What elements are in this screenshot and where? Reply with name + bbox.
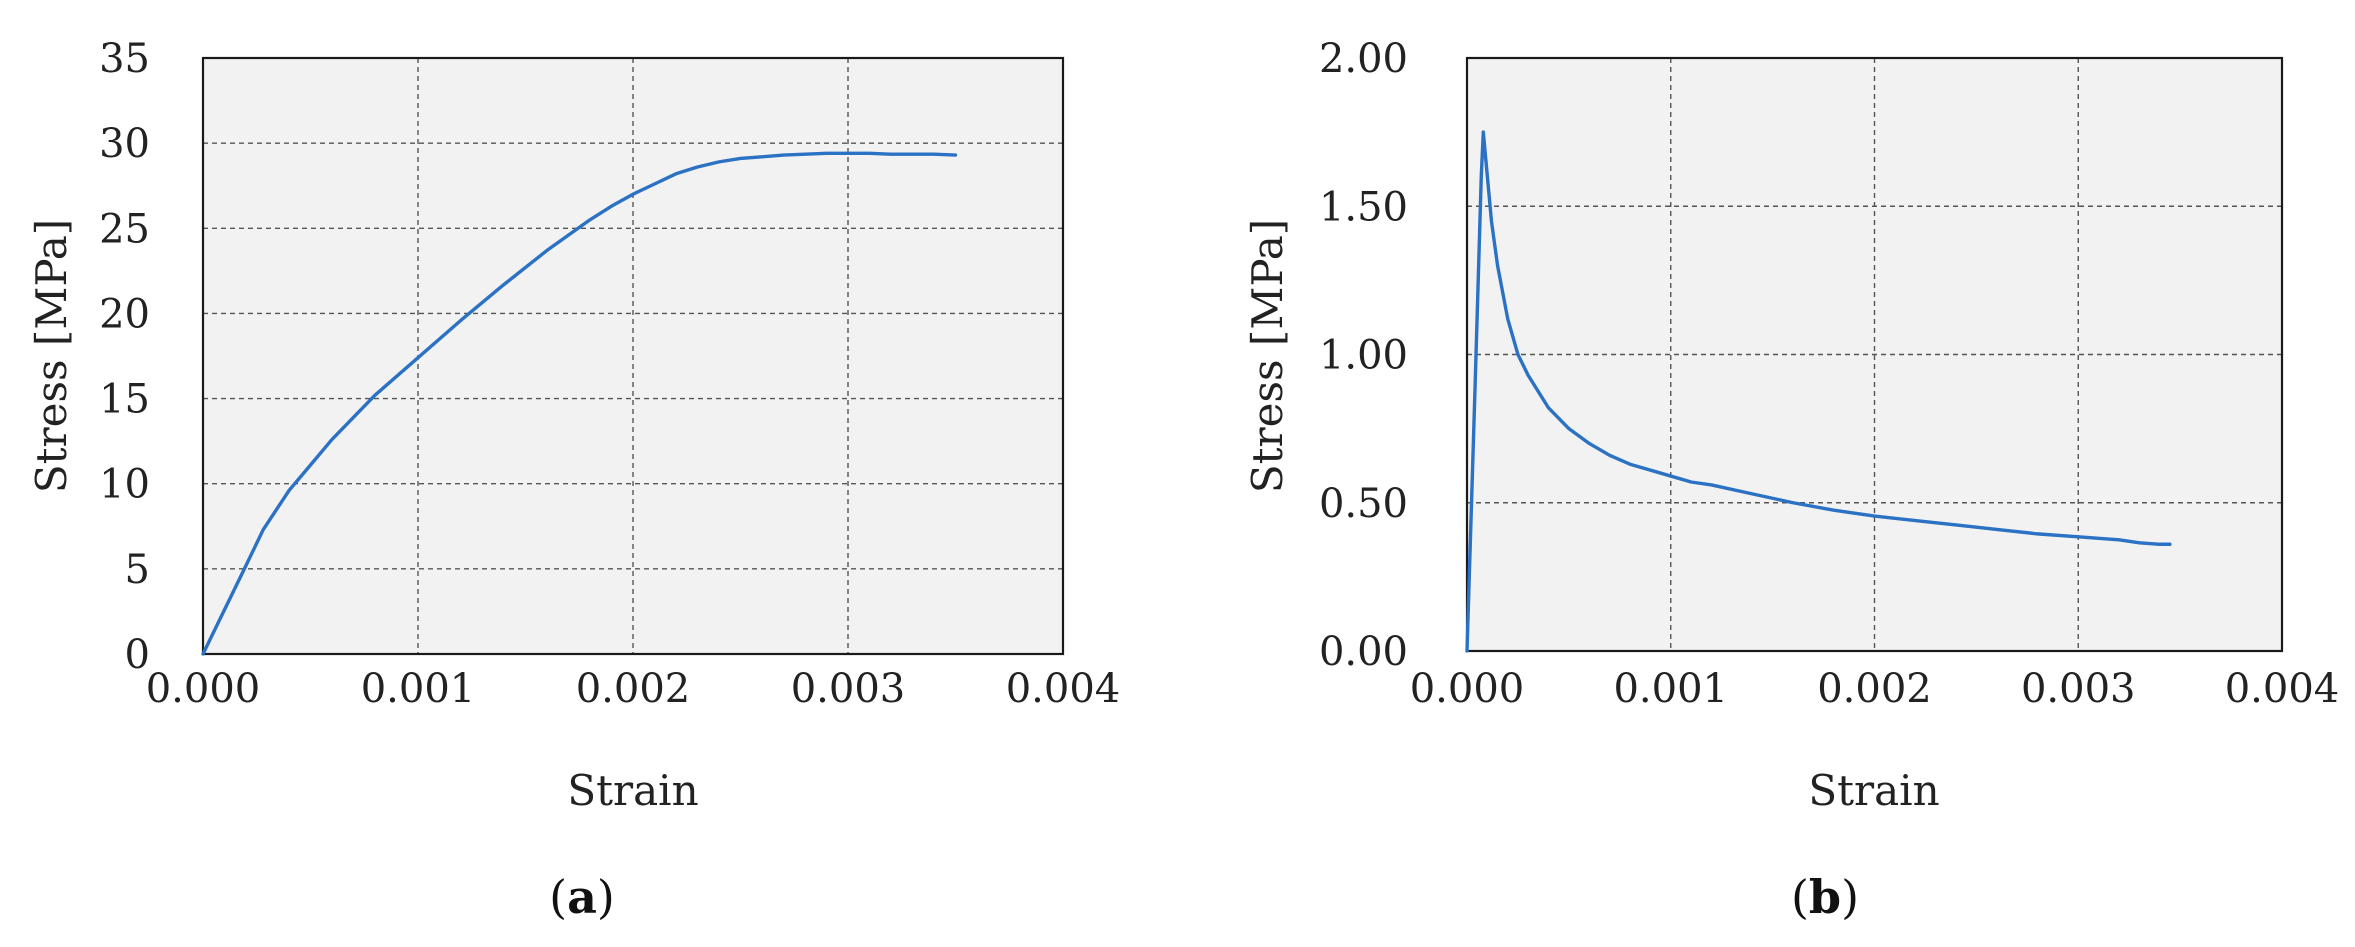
x-tick-label-b-4: 0.004 [2225, 666, 2340, 712]
x-axis-label-b: Strain [1808, 766, 1939, 815]
x-tick-label-a-4: 0.004 [1006, 666, 1121, 712]
panel-letter-a: a [567, 870, 597, 924]
series-line-a [201, 151, 958, 656]
x-tick-label-b-3: 0.003 [2021, 666, 2136, 712]
y-tick-label-a-3: 15 [99, 377, 150, 423]
y-tick-label-a-1: 5 [125, 547, 150, 593]
y-tick-label-a-7: 35 [99, 36, 150, 82]
x-tick-label-b-2: 0.002 [1817, 666, 1932, 712]
panel-label-b: (b) [1791, 870, 1859, 924]
panel-label-a: (a) [549, 870, 615, 924]
y-tick-label-b-0: 0.00 [1319, 629, 1408, 675]
y-tick-label-a-0: 0 [125, 632, 150, 678]
y-tick-label-b-1: 0.50 [1319, 481, 1408, 527]
x-tick-label-a-3: 0.003 [791, 666, 906, 712]
x-tick-label-a-2: 0.002 [576, 666, 691, 712]
x-tick-label-b-1: 0.001 [1613, 666, 1728, 712]
y-axis-label-b: Stress [MPa] [1243, 219, 1292, 493]
x-tick-label-a-1: 0.001 [361, 666, 476, 712]
y-tick-label-a-6: 30 [99, 121, 150, 167]
tick-labels-a: 0.000 0.001 0.002 0.003 0.004 0 5 10 15 20 25 30 35 [99, 36, 1120, 712]
y-tick-label-b-4: 2.00 [1319, 36, 1408, 82]
plot-frame-b [1465, 56, 2284, 653]
y-tick-label-b-3: 1.50 [1319, 184, 1408, 230]
y-tick-label-b-2: 1.00 [1319, 333, 1408, 379]
x-axis-label-a: Strain [567, 766, 698, 815]
y-tick-label-a-2: 10 [99, 462, 150, 508]
chart-a: 0.000 0.001 0.002 0.003 0.00405101520253035 … [27, 36, 1120, 924]
gridlines-b [1467, 58, 2282, 651]
panel-letter-b: b [1809, 870, 1841, 924]
chart-b: 0.000 0.001 0.002 0.003 0.004 0.00 0.50 1.00 1.5… [1243, 36, 2339, 924]
y-tick-label-a-5: 25 [99, 206, 150, 252]
plot-frame-a [201, 56, 1065, 656]
series-line-b [1465, 130, 2172, 653]
y-tick-label-a-4: 20 [99, 291, 150, 337]
tick-labels-b: 0.000 0.001 0.002 0.003 0.004 0.00 0.50 1.00 1.5… [1319, 36, 2339, 712]
x-tick-label-b-0: 0.000 [1410, 666, 1525, 712]
y-axis-label-a: Stress [MPa] [27, 219, 76, 493]
x-tick-label-a-0: 0.000 [146, 666, 261, 712]
